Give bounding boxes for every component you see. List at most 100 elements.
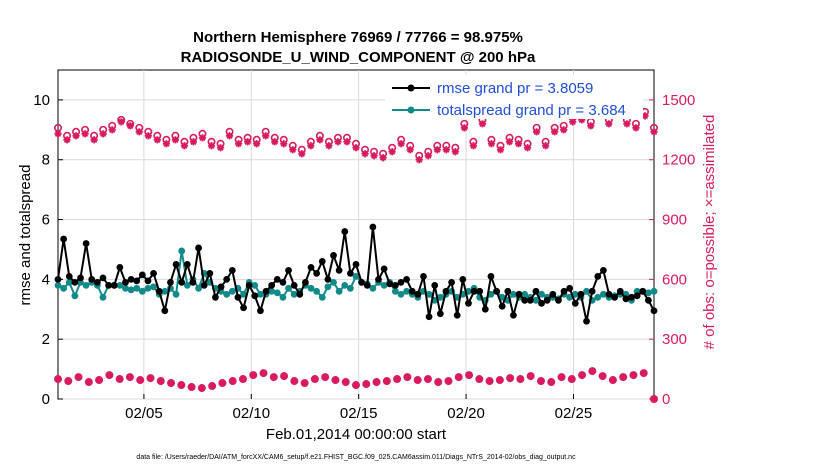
totalspread-point [307, 284, 315, 292]
rmse-point [341, 228, 349, 235]
rmse-point [560, 287, 568, 295]
x-axis-label: Feb.01,2014 00:00:00 start [266, 426, 447, 443]
rmse-point [521, 296, 529, 304]
obs-assimilated-marker [167, 379, 175, 387]
obs-assimilated-marker [316, 136, 324, 144]
rmse-point [290, 281, 298, 289]
rmse-point [470, 287, 478, 295]
left-y-label: rmse and totalspread [17, 165, 34, 306]
obs-assimilated-marker [146, 374, 155, 382]
rmse-point [363, 281, 371, 289]
totalspread-point [532, 296, 540, 304]
obs-assimilated-marker [105, 371, 113, 379]
obs-count-series [53, 101, 658, 403]
totalspread-point [195, 284, 202, 292]
obs-assimilated-marker [301, 379, 309, 387]
totalspread-point [650, 287, 658, 295]
rmse-point [628, 293, 635, 301]
obs-assimilated-marker [63, 136, 71, 144]
obs-assimilated-marker [298, 150, 306, 158]
obs-assimilated-marker [505, 138, 514, 146]
rmse-point [313, 269, 321, 277]
left-tick-label: 10 [33, 92, 50, 109]
legend-spread-label: totalspread grand pr = 3.684 [437, 102, 626, 119]
rmse-point [138, 271, 146, 279]
right-tick-label: 0 [662, 391, 670, 408]
obs-assimilated-marker [523, 144, 532, 152]
totalspread-point [285, 284, 292, 292]
totalspread-point [183, 281, 191, 289]
totalspread-point [487, 290, 495, 298]
rmse-point [251, 292, 259, 300]
obs-assimilated-marker [588, 367, 596, 375]
rmse-point [549, 290, 557, 298]
rmse-point [487, 272, 495, 280]
obs-assimilated-marker [95, 376, 103, 384]
obs-assimilated-marker [569, 118, 577, 126]
legend-rmse-marker [407, 84, 415, 92]
obs-assimilated-marker [187, 383, 196, 391]
x-tick-label: 02/05 [125, 405, 163, 422]
totalspread-point [251, 281, 259, 289]
rmse-point [414, 290, 422, 298]
obs-assimilated-marker [216, 144, 225, 152]
obs-assimilated-marker [135, 128, 143, 136]
totalspread-point [397, 290, 405, 298]
totalspread-point [594, 293, 602, 301]
rmse-point [228, 266, 236, 274]
obs-assimilated-marker [469, 142, 477, 150]
obs-assimilated-marker [208, 382, 216, 390]
rmse-point [307, 264, 315, 271]
rmse-point [425, 313, 433, 321]
totalspread-point [178, 247, 186, 255]
totalspread-point [330, 278, 337, 286]
rmse-point [510, 311, 517, 319]
totalspread-point [324, 283, 332, 291]
obs-assimilated-marker [198, 384, 206, 392]
rmse-point [65, 272, 73, 280]
right-tick-label: 600 [662, 271, 687, 288]
obs-assimilated-marker [641, 112, 649, 120]
rmse-point [189, 278, 197, 286]
obs-assimilated-marker [271, 138, 279, 146]
rmse-point [481, 305, 489, 313]
obs-assimilated-marker [623, 120, 631, 128]
totalspread-point [391, 287, 399, 295]
rmse-point [616, 287, 624, 295]
rmse-point [110, 281, 118, 289]
rmse-point [605, 290, 613, 298]
rmse-point [650, 307, 658, 315]
left-tick-label: 2 [42, 331, 50, 348]
obs-assimilated-marker [180, 142, 189, 150]
obs-assimilated-marker [424, 152, 432, 160]
obs-assimilated-marker [465, 371, 473, 379]
rmse-point [588, 287, 596, 295]
rmse-point [217, 283, 225, 291]
obs-assimilated-marker [640, 369, 648, 377]
rmse-point [88, 275, 96, 283]
rmse-point [397, 278, 405, 286]
rmse-point [335, 266, 343, 274]
obs-assimilated-marker [629, 371, 638, 379]
legend: rmse grand pr = 3.8059 totalspread grand… [385, 75, 643, 119]
obs-assimilated-marker [397, 140, 405, 148]
obs-assimilated-marker [177, 381, 185, 389]
obs-assimilated-marker [475, 375, 483, 383]
totalspread-point [346, 284, 354, 292]
obs-assimilated-marker [362, 380, 370, 388]
rmse-point [408, 287, 416, 295]
rmse-point [622, 295, 630, 303]
rmse-point [167, 278, 174, 286]
obs-assimilated-marker [262, 132, 270, 140]
totalspread-point [127, 286, 135, 294]
obs-assimilated-marker [126, 122, 134, 130]
obs-assimilated-marker [496, 146, 505, 154]
rmse-point [526, 296, 534, 304]
x-tick-label: 02/15 [340, 405, 378, 422]
rmse-point [498, 302, 506, 310]
rmse-point [155, 287, 163, 295]
obs-assimilated-marker [280, 140, 288, 148]
totalspread-point [161, 287, 169, 295]
chart-title-line1: Northern Hemisphere 76969 / 77766 = 98.9… [193, 29, 523, 46]
rmse-point [380, 265, 388, 273]
